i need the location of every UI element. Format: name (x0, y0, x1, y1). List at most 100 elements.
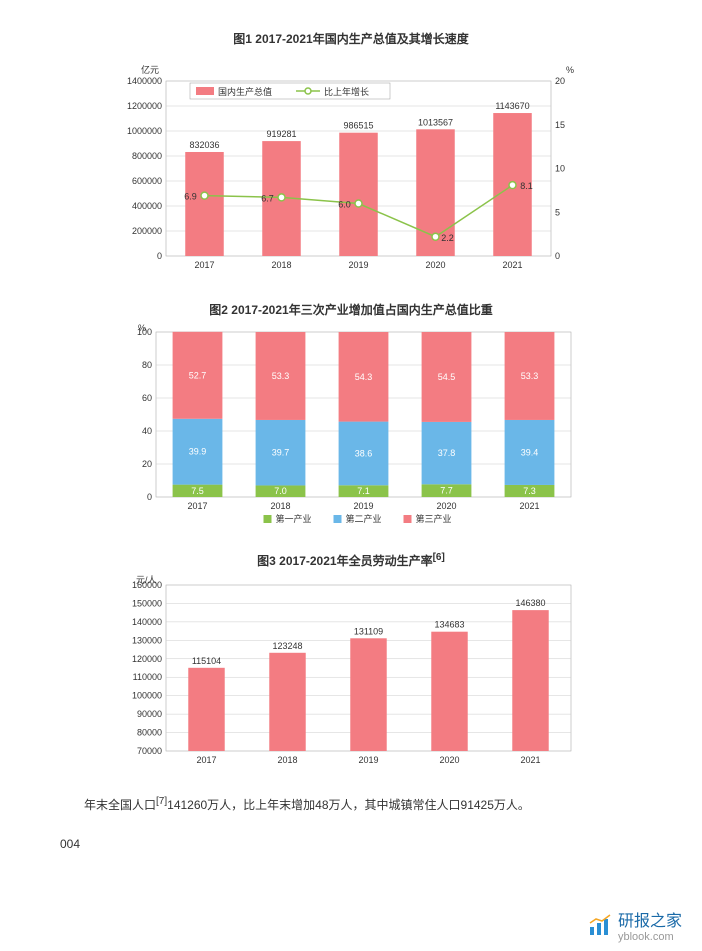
svg-text:5: 5 (555, 207, 560, 217)
footer: 研报之家 yblook.com (588, 907, 682, 943)
chart3-title-text: 图3 2017-2021年全员劳动生产率 (257, 554, 432, 568)
svg-text:20: 20 (555, 76, 565, 86)
svg-text:2018: 2018 (270, 501, 290, 511)
svg-text:150000: 150000 (132, 598, 162, 608)
svg-text:7.0: 7.0 (274, 486, 287, 496)
svg-text:1400000: 1400000 (127, 76, 162, 86)
svg-text:%: % (138, 323, 146, 333)
svg-text:131109: 131109 (354, 626, 383, 636)
svg-text:0: 0 (147, 492, 152, 502)
svg-text:800000: 800000 (132, 151, 162, 161)
svg-text:38.6: 38.6 (355, 448, 373, 458)
chart1-title: 图1 2017-2021年国内生产总值及其增长速度 (60, 30, 642, 47)
svg-text:元/人: 元/人 (136, 575, 157, 585)
svg-text:120000: 120000 (132, 654, 162, 664)
svg-text:亿元: 亿元 (141, 64, 159, 75)
svg-text:54.5: 54.5 (438, 372, 456, 382)
svg-text:第二产业: 第二产业 (346, 513, 382, 524)
chart3-sup: [6] (433, 552, 445, 563)
svg-text:6.7: 6.7 (261, 193, 274, 203)
svg-text:1200000: 1200000 (127, 101, 162, 111)
chart2: 图2 2017-2021年三次产业增加值占国内生产总值比重 0204060801… (60, 301, 642, 532)
svg-text:0: 0 (157, 251, 162, 261)
svg-text:123248: 123248 (272, 641, 302, 651)
svg-text:2020: 2020 (425, 260, 445, 270)
chart3-title: 图3 2017-2021年全员劳动生产率[6] (60, 552, 642, 569)
svg-text:200000: 200000 (132, 226, 162, 236)
svg-text:115104: 115104 (192, 656, 221, 666)
svg-text:10: 10 (555, 164, 565, 174)
svg-text:2021: 2021 (502, 260, 522, 270)
svg-text:2020: 2020 (436, 501, 456, 511)
svg-text:2020: 2020 (439, 755, 459, 765)
svg-text:7.5: 7.5 (191, 486, 204, 496)
body-sup: [7] (156, 796, 167, 807)
svg-text:90000: 90000 (137, 709, 162, 719)
svg-text:1013567: 1013567 (418, 117, 453, 127)
svg-text:2021: 2021 (520, 755, 540, 765)
svg-text:2019: 2019 (348, 260, 368, 270)
svg-text:0: 0 (555, 251, 560, 261)
body-text: 年末全国人口[7]141260万人，比上年末增加48万人，其中城镇常住人口914… (60, 793, 642, 817)
svg-text:146380: 146380 (515, 598, 545, 608)
svg-text:2021: 2021 (519, 501, 539, 511)
chart2-title: 图2 2017-2021年三次产业增加值占国内生产总值比重 (60, 301, 642, 318)
svg-text:52.7: 52.7 (189, 370, 207, 380)
svg-text:2017: 2017 (187, 501, 207, 511)
chart1: 图1 2017-2021年国内生产总值及其增长速度 0 200000 400000 6… (60, 30, 642, 281)
svg-text:1143670: 1143670 (495, 101, 529, 111)
svg-text:70000: 70000 (137, 746, 162, 756)
svg-text:110000: 110000 (133, 672, 162, 682)
svg-text:2018: 2018 (277, 755, 297, 765)
svg-text:1000000: 1000000 (127, 126, 162, 136)
svg-text:100000: 100000 (132, 691, 162, 701)
footer-brand: 研报之家 (618, 907, 682, 931)
svg-text:6.9: 6.9 (184, 192, 197, 202)
svg-text:919281: 919281 (266, 129, 296, 139)
page-number: 004 (60, 837, 642, 851)
svg-text:140000: 140000 (132, 617, 162, 627)
svg-text:比上年增长: 比上年增长 (324, 86, 369, 97)
svg-text:53.3: 53.3 (521, 371, 539, 381)
svg-text:2017: 2017 (194, 260, 214, 270)
svg-text:%: % (566, 65, 574, 75)
svg-text:2018: 2018 (271, 260, 291, 270)
svg-text:400000: 400000 (132, 201, 162, 211)
svg-text:39.7: 39.7 (272, 448, 290, 458)
svg-text:2019: 2019 (353, 501, 373, 511)
svg-text:986515: 986515 (343, 121, 373, 131)
body-text-1: 年末全国人口 (84, 798, 156, 812)
svg-text:2.2: 2.2 (441, 233, 454, 243)
body-text-2: 141260万人，比上年末增加48万人，其中城镇常住人口91425万人。 (167, 798, 530, 812)
svg-text:80: 80 (142, 360, 152, 370)
svg-text:7.1: 7.1 (357, 486, 370, 496)
svg-text:130000: 130000 (132, 635, 162, 645)
svg-text:54.3: 54.3 (355, 372, 373, 382)
svg-text:15: 15 (555, 120, 565, 130)
svg-text:60: 60 (142, 393, 152, 403)
svg-text:第三产业: 第三产业 (416, 513, 452, 524)
svg-text:2017: 2017 (196, 755, 216, 765)
chart3: 图3 2017-2021年全员劳动生产率[6] 70000 80000 90000 1… (60, 552, 642, 773)
svg-text:134683: 134683 (434, 620, 464, 630)
svg-text:832036: 832036 (189, 140, 219, 150)
footer-url: yblook.com (618, 931, 682, 943)
svg-text:80000: 80000 (137, 728, 162, 738)
svg-text:第一产业: 第一产业 (276, 513, 312, 524)
svg-text:37.8: 37.8 (438, 448, 456, 458)
chart2-svg: 020406080100%7.539.952.720177.039.753.32… (111, 322, 591, 532)
svg-text:20: 20 (142, 459, 152, 469)
svg-text:40: 40 (142, 426, 152, 436)
svg-text:7.7: 7.7 (440, 486, 453, 496)
svg-text:53.3: 53.3 (272, 371, 290, 381)
footer-logo-icon (588, 913, 612, 937)
svg-text:7.3: 7.3 (523, 486, 536, 496)
svg-text:600000: 600000 (132, 176, 162, 186)
chart3-svg: 70000 80000 90000 100000 110000 120000 130000 1… (111, 573, 591, 773)
chart1-svg: 0 200000 400000 600000 800000 1000000 1200000 1… (111, 51, 591, 281)
svg-text:8.1: 8.1 (520, 181, 533, 191)
svg-text:39.9: 39.9 (189, 447, 207, 457)
svg-text:国内生产总值: 国内生产总值 (218, 86, 272, 97)
svg-text:2019: 2019 (358, 755, 378, 765)
svg-text:6.0: 6.0 (338, 200, 351, 210)
